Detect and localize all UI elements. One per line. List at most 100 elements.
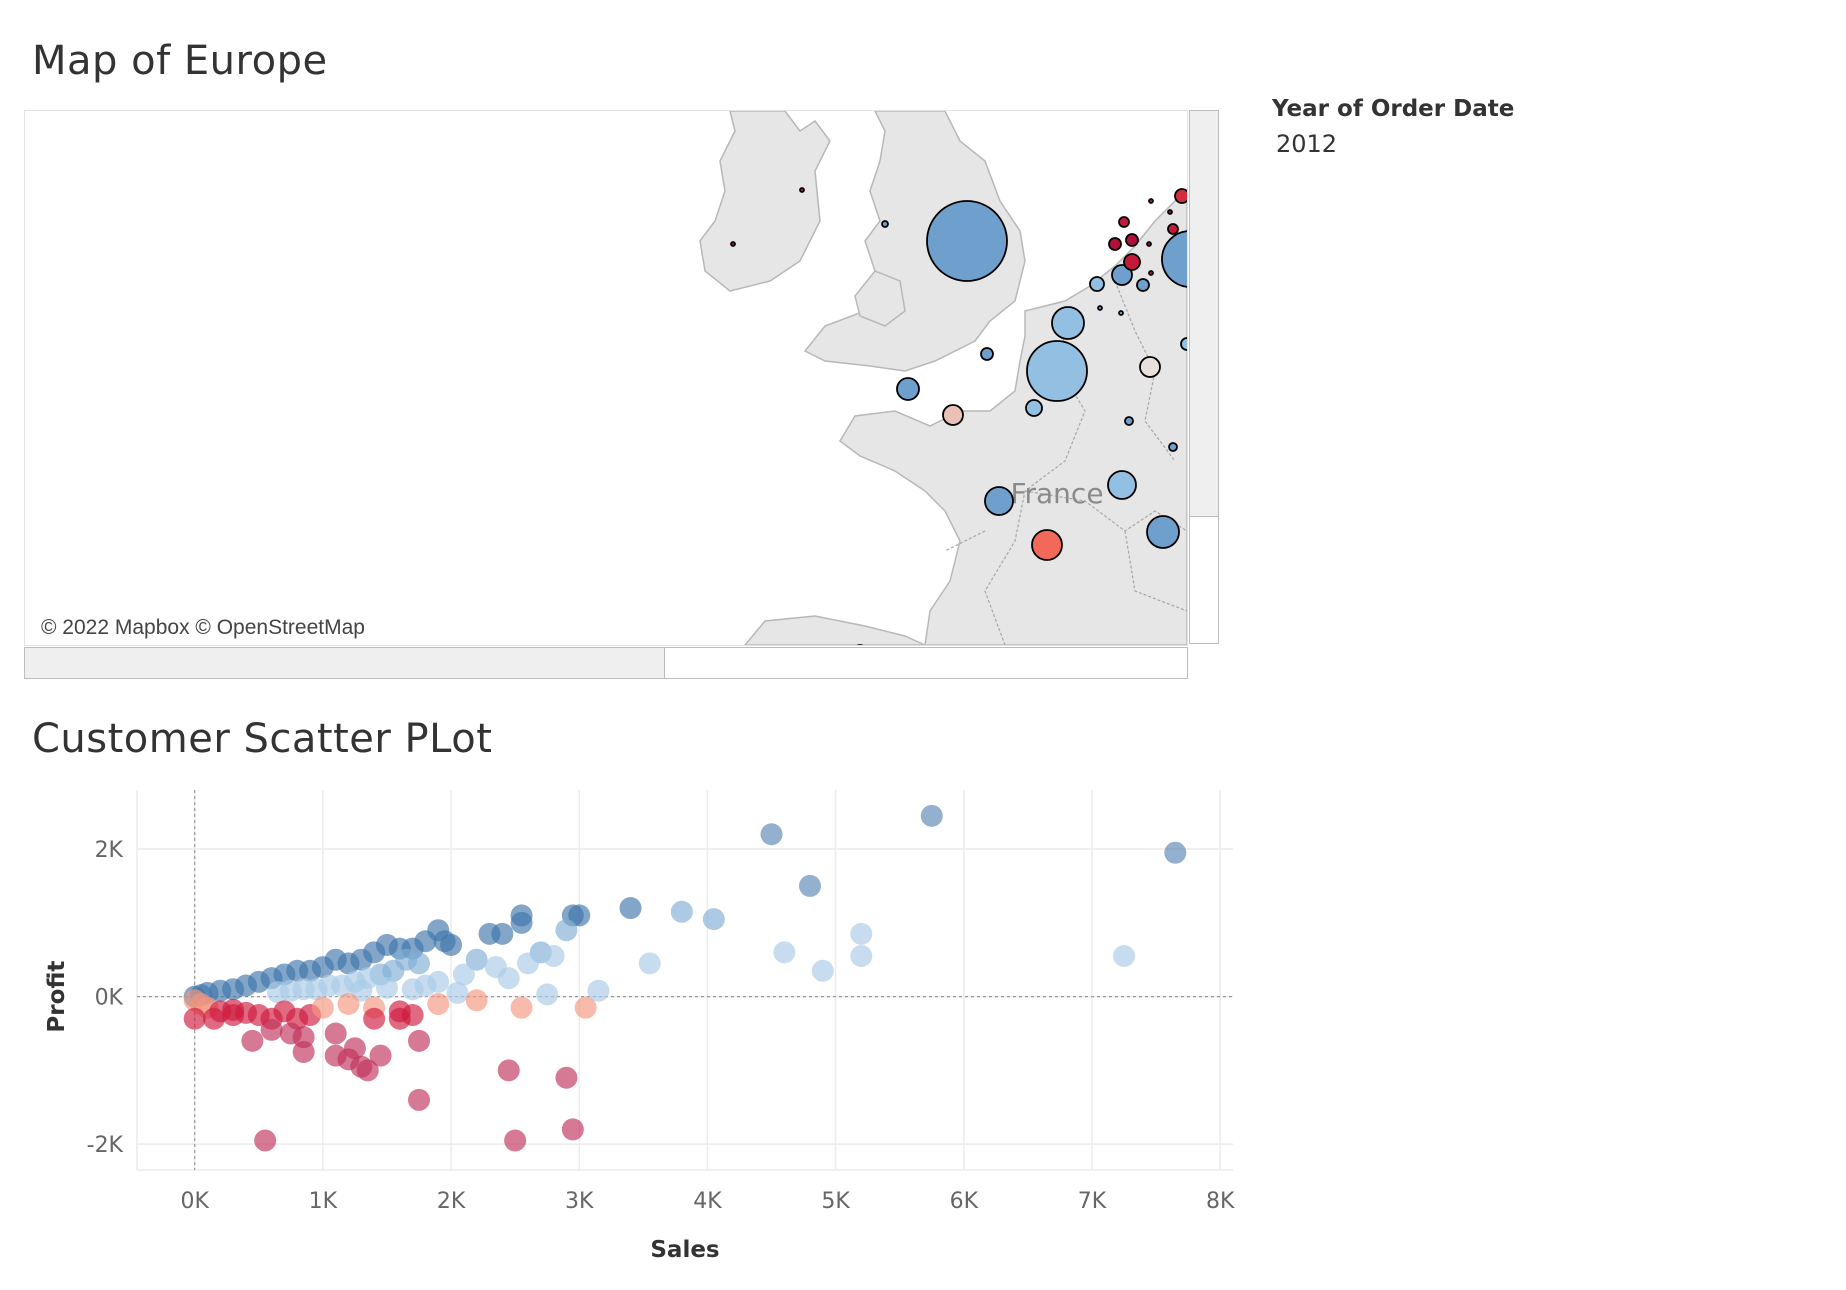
scatter-point[interactable] [440,933,463,956]
scatter-point[interactable] [408,1029,431,1052]
map-vertical-scrollbar[interactable] [1189,110,1219,644]
scatter-point[interactable] [536,983,559,1006]
y-tick-label: -2K [87,1133,124,1158]
scatter-point[interactable] [388,1007,411,1030]
scatter-point[interactable] [465,989,488,1012]
map-mark [1180,337,1187,351]
scatter-point[interactable] [587,979,610,1002]
scatter-point[interactable] [408,952,431,975]
scatter-point[interactable] [427,992,450,1015]
scatter-point[interactable] [202,1007,225,1030]
x-tick-label: 5K [821,1189,850,1214]
map-mark [1111,264,1133,286]
scatter-point[interactable] [760,823,783,846]
map-mark [1118,310,1124,316]
scatter-point[interactable] [920,804,943,827]
map-mark [1026,340,1088,402]
wales-land [854,270,906,327]
map-title: Map of Europe [32,38,328,84]
map-mark [1089,276,1105,292]
scatter-point[interactable] [773,941,796,964]
scatter-point[interactable] [497,1059,520,1082]
scatter-point[interactable] [363,1007,386,1030]
map-mark [984,486,1014,516]
scatter-point[interactable] [568,904,591,927]
map-view[interactable]: France [24,110,1188,646]
map-mark [1124,416,1134,426]
scatter-point[interactable] [408,1088,431,1111]
map-mark [1146,241,1152,247]
map-canvas[interactable]: France [25,111,1187,645]
region-borders [944,280,1187,645]
scatter-point[interactable] [619,897,642,920]
map-mark [1168,442,1178,452]
scatter-point[interactable] [510,996,533,1019]
map-mark [1118,216,1130,228]
x-tick-label: 1K [309,1189,338,1214]
scatter-point[interactable] [260,1018,283,1041]
scatter-point[interactable] [670,900,693,923]
ireland-land [699,111,831,292]
scatter-point[interactable] [798,874,821,897]
scatter-point[interactable] [401,978,424,1001]
scatter-point[interactable] [465,948,488,971]
scatter-point[interactable] [491,922,514,945]
scatter-point[interactable] [183,1007,206,1030]
scatter-point[interactable] [504,1129,527,1152]
map-mark [881,220,889,228]
scatter-plot[interactable]: 0K 1K 2K 3K 4K 5K 6K 7K 8K -2K 0K 2K Sales Profit [0,770,1846,1270]
scatter-point[interactable] [1113,945,1136,968]
scatter-point[interactable] [510,911,533,934]
scatter-point[interactable] [324,1022,347,1045]
scatter-point[interactable] [375,976,398,999]
map-mark [799,187,805,193]
scatter-point[interactable] [555,919,578,942]
scatter-point[interactable] [279,1022,302,1045]
map-mark [1107,470,1137,500]
scatter-point[interactable] [850,945,873,968]
map-mark [1167,209,1173,215]
scatter-point[interactable] [452,963,475,986]
scatter-point[interactable] [702,908,725,931]
vertical-scroll-thumb[interactable] [1190,111,1218,517]
filter-value[interactable]: 2012 [1276,130,1338,158]
x-tick-label: 3K [565,1189,594,1214]
map-mark [1174,188,1187,204]
scatter-point[interactable] [222,1004,245,1027]
scatter-points [183,804,1187,1152]
scatter-point[interactable] [1164,841,1187,864]
map-mark [1139,356,1161,378]
map-mark [1148,198,1154,204]
scatter-point[interactable] [446,981,469,1004]
scatter-point[interactable] [811,959,834,982]
scatter-point[interactable] [574,996,597,1019]
scatter-point[interactable] [369,1044,392,1067]
scatter-point[interactable] [254,1129,277,1152]
scatter-point[interactable] [356,1059,379,1082]
map-mark [1148,270,1154,276]
map-attribution[interactable]: © 2022 Mapbox © OpenStreetMap [33,613,373,643]
map-mark [1097,305,1103,311]
scatter-point[interactable] [484,956,507,979]
scatter-point[interactable] [542,945,565,968]
y-tick-label: 2K [95,838,124,863]
scatter-point[interactable] [337,992,360,1015]
scatter-point[interactable] [638,952,661,975]
horizontal-scroll-thumb[interactable] [25,648,665,678]
map-mark [1025,399,1043,417]
scatter-point[interactable] [241,1029,264,1052]
filter-title: Year of Order Date [1272,96,1515,122]
y-axis-title: Profit [44,961,70,1033]
scatter-point[interactable] [850,922,873,945]
scatter-point[interactable] [343,1037,366,1060]
scatter-point[interactable] [516,952,539,975]
x-axis-ticks: 0K 1K 2K 3K 4K 5K 6K 7K 8K [180,1189,1234,1214]
scatter-point[interactable] [267,981,290,1004]
scatter-point[interactable] [555,1066,578,1089]
scatter-point[interactable] [311,996,334,1019]
map-mark [1123,253,1141,271]
map-mark [1125,233,1139,247]
y-axis-ticks: -2K 0K 2K [87,838,124,1158]
scatter-point[interactable] [561,1118,584,1141]
map-horizontal-scrollbar[interactable] [24,647,1188,679]
